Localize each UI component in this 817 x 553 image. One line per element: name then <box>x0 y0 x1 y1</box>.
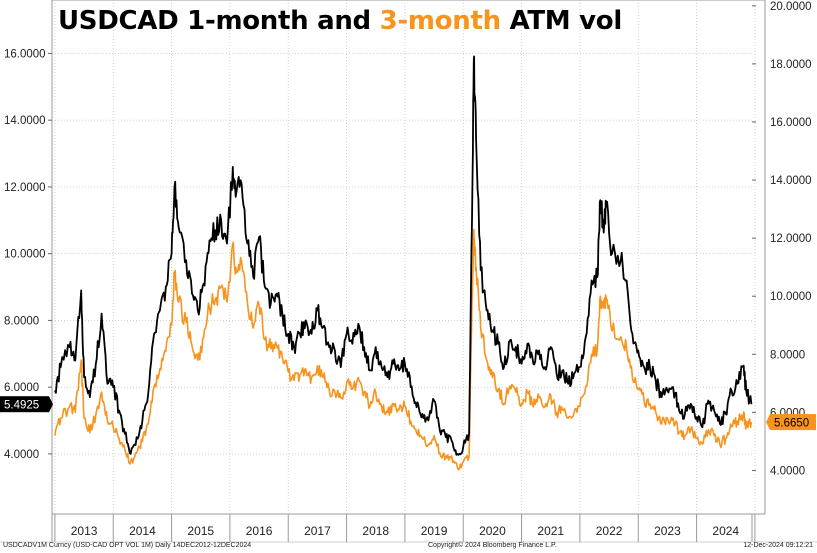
plot-frame <box>51 0 766 515</box>
left-tick-label: 4.0000 <box>4 449 39 461</box>
x-tick-label: 2024 <box>712 524 739 538</box>
x-tick-label: 2021 <box>537 524 564 538</box>
x-tick-label: 2016 <box>246 524 273 538</box>
x-tick-label: 2018 <box>362 524 389 538</box>
footer-timestamp: 12-Dec-2024 09:12:21 <box>743 542 813 549</box>
right-tick-label: 10.0000 <box>770 291 812 303</box>
x-tick-label: 2022 <box>596 524 623 538</box>
right-y-axis: 4.00006.00008.000010.000012.000014.00001… <box>752 1 812 477</box>
series-lines <box>54 55 753 471</box>
series-line-1m <box>54 55 753 456</box>
left-tick-label: 6.0000 <box>4 382 39 394</box>
left-tick-label: 12.0000 <box>4 182 46 194</box>
chart-title: USDCAD 1-month and 3-month ATM vol <box>58 6 622 36</box>
x-tick-label: 2015 <box>187 524 214 538</box>
right-tick-label: 8.0000 <box>770 349 805 361</box>
left-tick-label: 8.0000 <box>4 315 39 327</box>
x-tick-label: 2020 <box>479 524 506 538</box>
x-tick-label: 2013 <box>71 524 98 538</box>
series-line-3m <box>54 228 753 471</box>
right-tick-label: 12.0000 <box>770 233 812 245</box>
title-part-3m: 3-month <box>379 6 501 36</box>
x-tick-label: 2023 <box>654 524 681 538</box>
x-tick-label: 2017 <box>304 524 331 538</box>
x-tick-label: 2019 <box>421 524 448 538</box>
x-axis: 2013 2014 2015 2016 2017 2018 2019 2020 2021 2022… <box>54 514 756 542</box>
right-tick-label: 4.0000 <box>770 465 805 477</box>
last-value-badge-1m <box>0 396 49 413</box>
left-tick-label: 14.0000 <box>4 115 46 127</box>
last-value-3m: 5.6650 <box>774 418 809 430</box>
footer-copyright: Copyright© 2024 Bloomberg Finance L.P. <box>428 542 557 549</box>
left-y-axis: 4.0000 6.0000 8.0000 10.0000 12.0000 14.0000 1… <box>4 48 52 461</box>
footer-ticker: USDCADV1M Curncy (USD-CAD OPT VOL 1M) Da… <box>3 542 252 549</box>
last-value-badges: 5.4925 5.6650 <box>0 396 816 431</box>
right-tick-label: 20.0000 <box>770 1 812 13</box>
title-part-1m: USDCAD 1-month and <box>58 6 380 36</box>
title-part-suffix: ATM vol <box>500 6 623 36</box>
badge-pointer-3m <box>766 414 770 431</box>
left-tick-label: 10.0000 <box>4 249 46 261</box>
left-tick-label: 16.0000 <box>4 48 46 60</box>
last-value-badge-3m <box>770 414 816 431</box>
x-tick-label: 2014 <box>129 524 156 538</box>
right-tick-label: 16.0000 <box>770 117 812 129</box>
last-value-1m: 5.4925 <box>4 400 39 412</box>
gridlines <box>52 0 756 514</box>
right-tick-label: 18.0000 <box>770 59 812 71</box>
badge-pointer-1m <box>49 396 53 413</box>
right-tick-label: 14.0000 <box>770 175 812 187</box>
